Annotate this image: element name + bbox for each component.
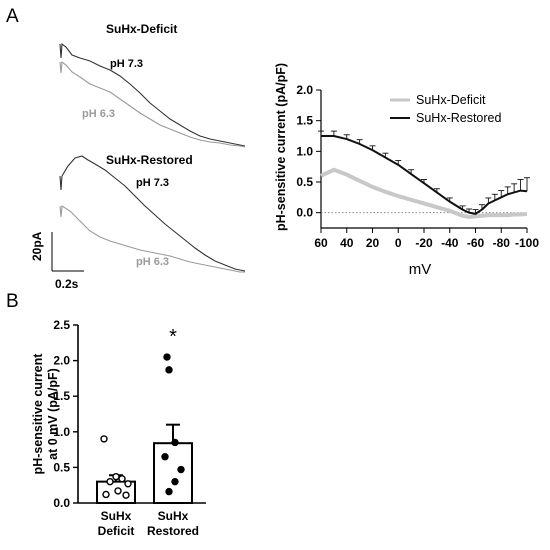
bar-data-point [163, 353, 171, 361]
bar-data-point [171, 477, 179, 486]
bar-category-label: SuHx [158, 509, 189, 523]
top-trace-ph63 [59, 60, 246, 148]
bar-axes: 0.00.51.01.52.02.5SuHxDeficitSuHxRestore… [53, 318, 206, 538]
bottom-trace-ph63 [59, 205, 245, 273]
bar-data-point [102, 490, 110, 499]
iv-x-tick-label: -100 [515, 236, 539, 250]
iv-x-tick-label: -80 [493, 236, 511, 250]
iv-x-tick-label: 60 [314, 236, 328, 250]
top-trace-ph73 [59, 42, 246, 147]
scale-bar-time-label: 0.2s [55, 277, 79, 291]
bottom-trace-ph73 [59, 155, 246, 272]
legend-label-restored: SuHx-Restored [416, 111, 501, 125]
bar-data-point [118, 475, 126, 483]
iv-y-tick-label: 1.5 [296, 114, 313, 128]
significance-star: * [169, 326, 177, 348]
bar-data-point [165, 487, 173, 496]
iv-y-tick-label: 1.0 [296, 144, 313, 158]
iv-legend: SuHx-Deficit SuHx-Restored [390, 93, 501, 125]
iv-x-tick-label: 40 [340, 236, 354, 250]
iv-x-tick-label: 0 [395, 236, 402, 250]
bar-y-tick-label: 2.0 [53, 354, 70, 368]
bottom-label-ph73: pH 7.3 [136, 177, 169, 189]
bar-data-point [100, 435, 108, 443]
bar-category-label: SuHx [101, 509, 132, 523]
bar-data-point [112, 472, 120, 481]
iv-y-axis-title: pH-sensitive current (pA/pF) [274, 63, 288, 231]
iv-x-tick-label: -40 [441, 236, 459, 250]
bar-data-point [165, 366, 173, 374]
iv-x-tick-label: 20 [366, 236, 380, 250]
bar-data-point [106, 477, 114, 486]
bar-category-label: Restored [147, 524, 199, 538]
bottom-trace-title: SuHx-Restored [106, 153, 193, 167]
iv-y-tick-label: 2.0 [296, 83, 313, 97]
bar-data-point [161, 453, 169, 461]
legend-label-deficit: SuHx-Deficit [416, 93, 486, 107]
bar-data-point [171, 438, 179, 447]
current-traces: SuHx-Deficit pH 7.3 pH 6.3 SuHx-Restored… [30, 22, 246, 291]
bar-marks [96, 353, 193, 505]
iv-series-restored-line [321, 135, 528, 215]
iv-series-deficit-line [320, 167, 528, 219]
bar-data-point [124, 480, 132, 488]
bottom-label-ph63: pH 6.3 [136, 256, 169, 268]
iv-y-tick-label: 0.5 [296, 175, 313, 189]
panel-label-b: B [6, 291, 19, 312]
top-label-ph73: pH 7.3 [110, 58, 143, 70]
scale-bar-current-label: 20pA [30, 231, 44, 261]
bar-chart: 0.00.51.01.52.02.5SuHxDeficitSuHxRestore… [31, 318, 206, 538]
bar-category-label: Deficit [98, 524, 135, 538]
bar-y-tick-label: 2.5 [53, 318, 70, 332]
bar-data-point [177, 465, 185, 474]
iv-series [318, 130, 530, 219]
bar-y-axis-title-line2: at 0 mV (pA/pF) [46, 368, 60, 460]
bar-y-tick-label: 1.5 [53, 389, 70, 403]
iv-x-axis-title: mV [409, 261, 432, 278]
iv-chart: 0.0 0.5 1.0 1.5 2.0 60 40 20 0 -20 -40 -60 -80 -100 p… [274, 63, 539, 278]
panel-label-a: A [6, 6, 19, 27]
bar-data-point [114, 487, 122, 495]
bar-y-tick-label: 0.0 [53, 496, 70, 510]
iv-x-tick-label: -60 [467, 236, 485, 250]
bar-y-axis-title-line1: pH-sensitive current [31, 353, 45, 475]
iv-x-tick-label: -20 [415, 236, 433, 250]
bar-y-tick-label: 1.0 [53, 425, 70, 439]
top-trace-title: SuHx-Deficit [106, 22, 177, 36]
bar-data-point [122, 491, 130, 499]
bar-y-tick-label: 0.5 [53, 460, 70, 474]
iv-axes: 0.0 0.5 1.0 1.5 2.0 60 40 20 0 -20 -40 -60 -80 -100 [296, 83, 539, 250]
bar-restored [153, 442, 193, 504]
iv-y-tick-label: 0.0 [296, 206, 313, 220]
top-label-ph63: pH 6.3 [82, 108, 115, 120]
